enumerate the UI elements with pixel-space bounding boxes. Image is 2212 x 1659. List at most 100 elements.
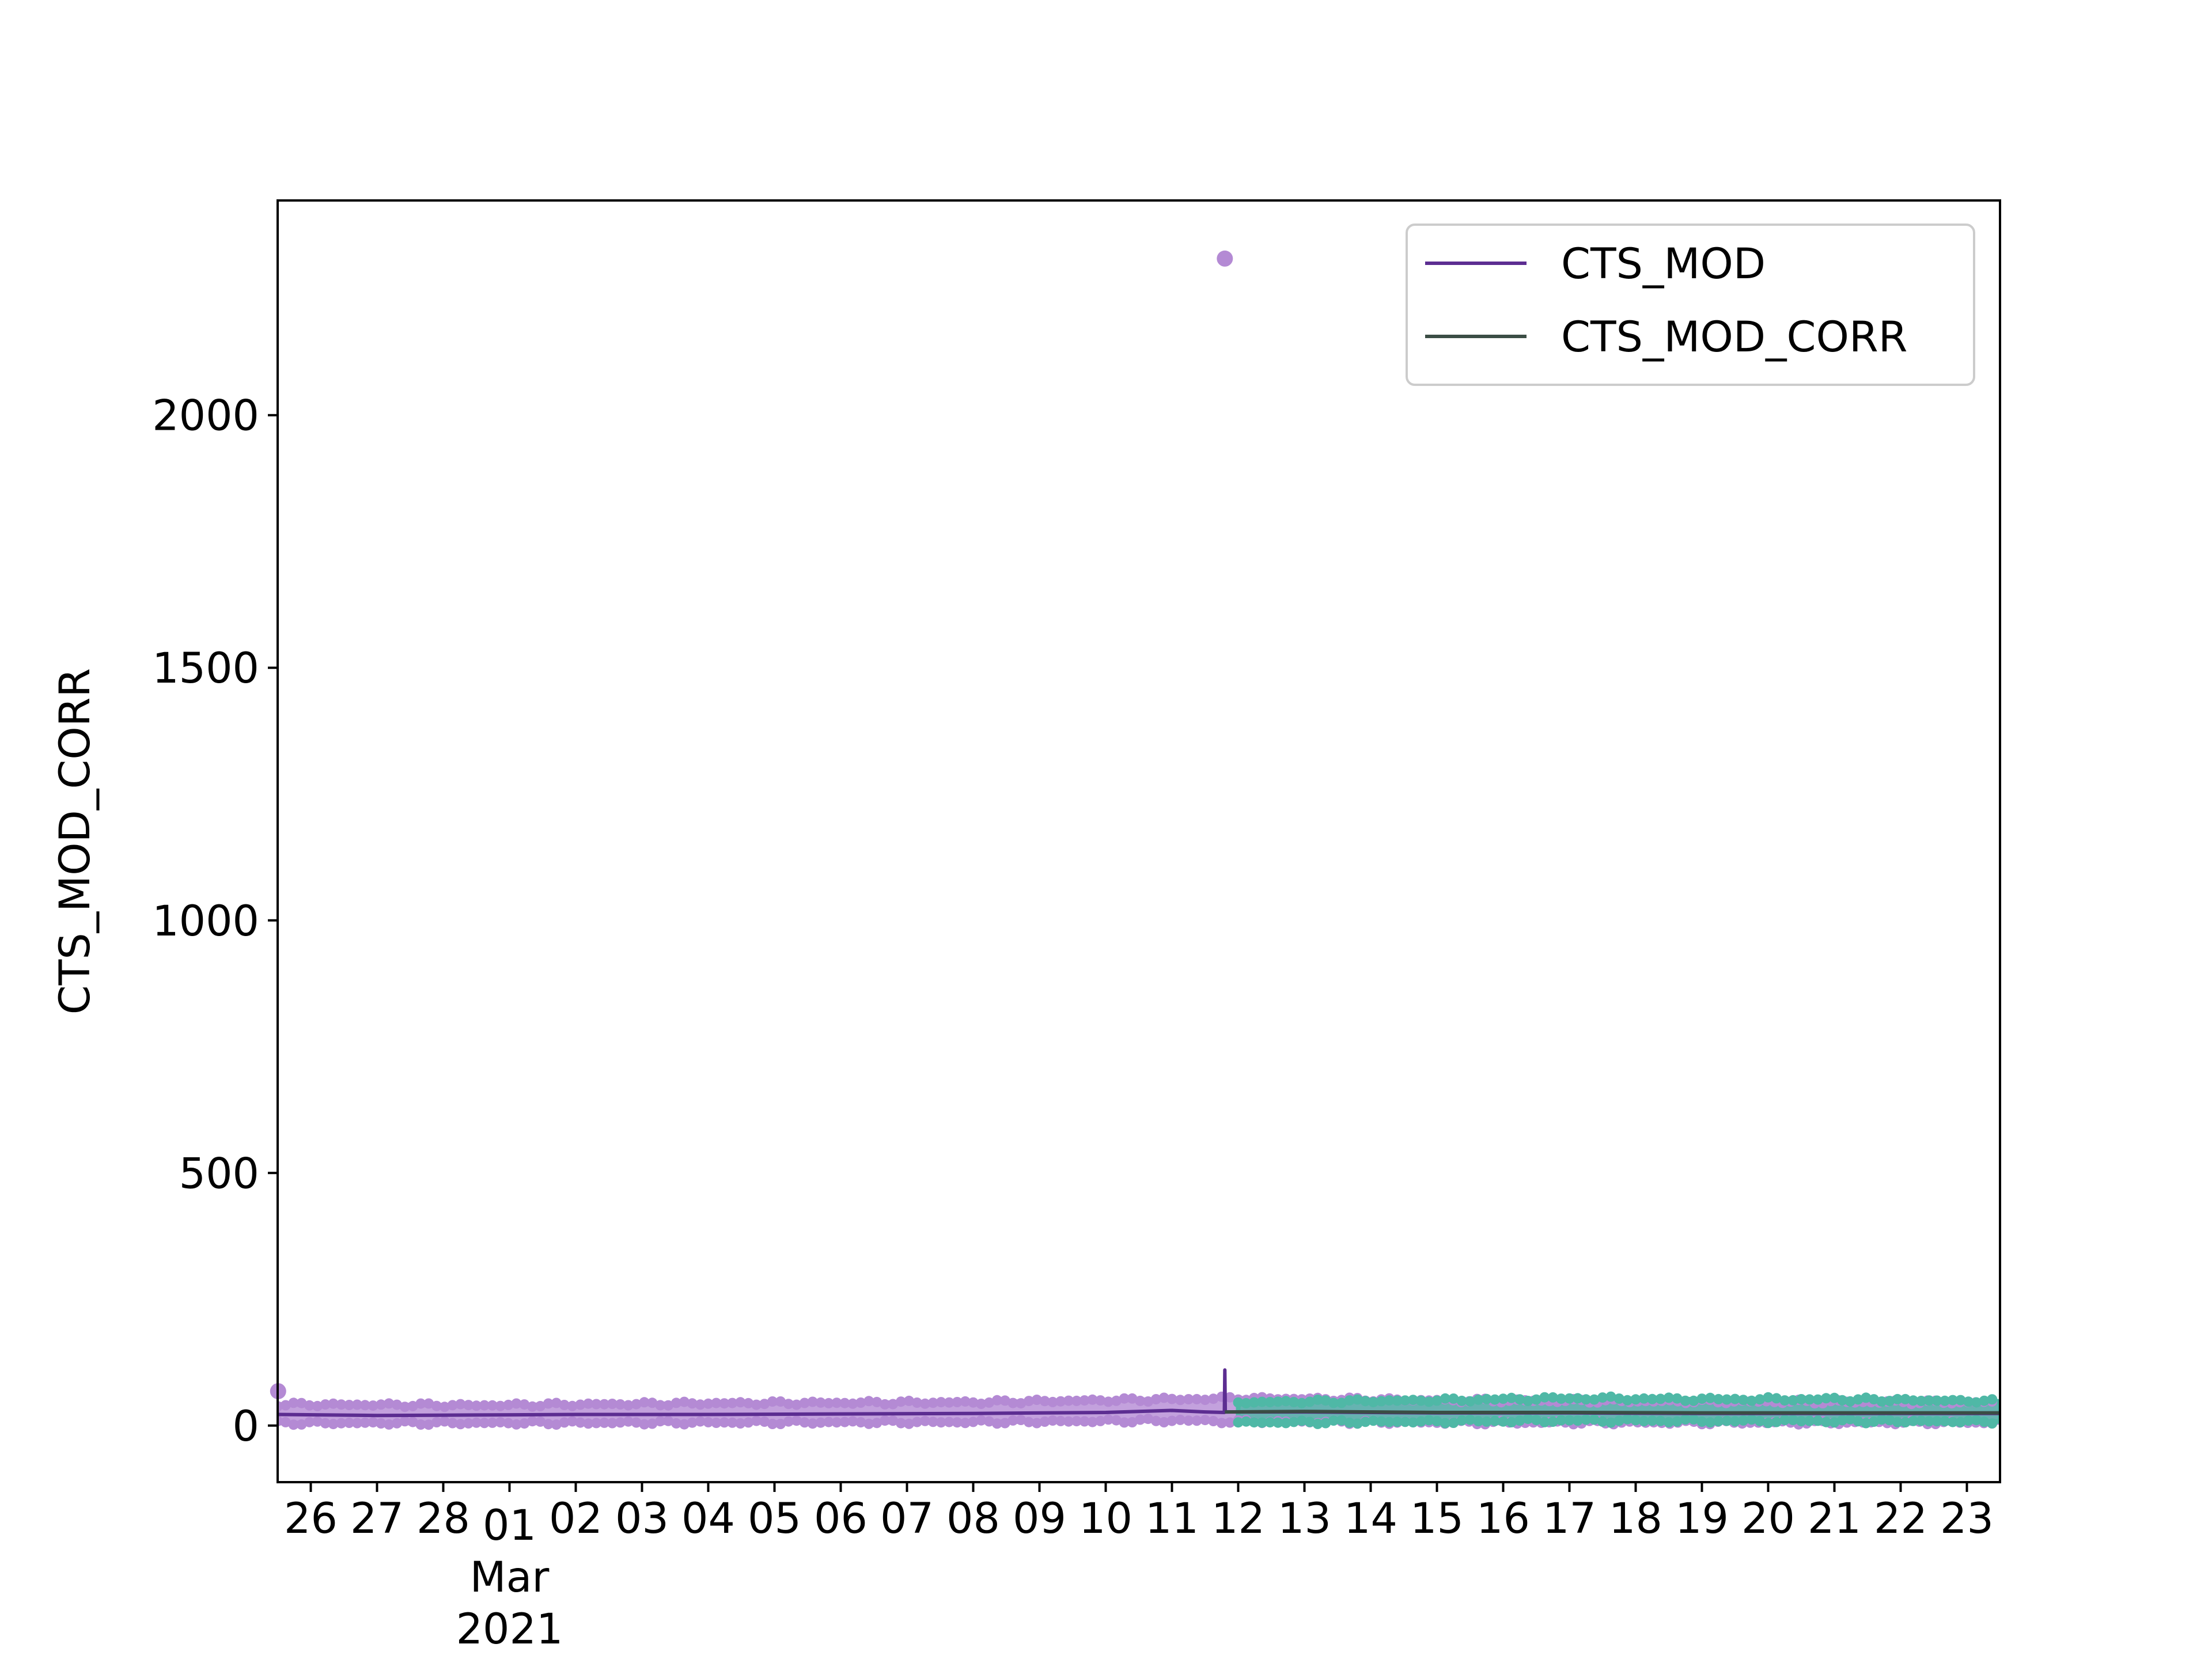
band-dot-bottom	[1630, 1415, 1641, 1426]
x-tick-label: 10	[1079, 1494, 1132, 1543]
band-dot-top	[1705, 1392, 1715, 1403]
band-dot-top	[1264, 1397, 1275, 1407]
band-dot-top	[1272, 1396, 1283, 1407]
x-tick-label: 08	[946, 1494, 1000, 1543]
band-dot-top	[1861, 1392, 1872, 1403]
x-tick-label: 17	[1543, 1494, 1596, 1543]
band-dot-top	[1191, 1393, 1202, 1404]
plot-area	[270, 250, 2000, 1430]
band-dot-bottom	[1564, 1415, 1575, 1426]
x-tick-label: 04	[681, 1494, 735, 1543]
band-dot-bottom	[1908, 1415, 1919, 1426]
band-dot-bottom	[1804, 1415, 1815, 1426]
band-dot-top	[1853, 1394, 1863, 1405]
band-dot-top	[384, 1398, 395, 1409]
band-dot-top	[615, 1399, 626, 1410]
band-dot-bottom	[831, 1417, 842, 1428]
band-dot-bottom	[1923, 1416, 1934, 1427]
band-dot-bottom	[1916, 1415, 1927, 1426]
band-dot-top	[1281, 1396, 1291, 1407]
band-dot-top	[831, 1397, 842, 1408]
band-dot-bottom	[1440, 1418, 1450, 1429]
x-tick-label: 09	[1013, 1494, 1066, 1543]
band-dot-top	[775, 1396, 786, 1407]
band-dot-top	[872, 1396, 882, 1407]
band-dot-top	[1884, 1396, 1895, 1407]
band-dot-top	[567, 1400, 578, 1411]
band-dot-bottom	[1392, 1416, 1403, 1427]
band-dot-bottom	[823, 1416, 834, 1427]
band-dot-bottom	[1431, 1416, 1442, 1427]
band-dot-top	[511, 1398, 522, 1409]
band-dot-bottom	[863, 1418, 874, 1429]
band-dot-top	[1304, 1396, 1315, 1407]
band-dot-bottom	[743, 1417, 754, 1428]
band-dot-top	[352, 1399, 362, 1410]
band-dot-top	[1923, 1395, 1934, 1406]
band-dot-top	[1055, 1396, 1066, 1407]
band-dot-bottom	[960, 1418, 971, 1429]
band-dot-bottom	[543, 1419, 554, 1430]
band-dot-top	[407, 1400, 418, 1411]
legend: CTS_MOD CTS_MOD_CORR	[1406, 224, 1975, 386]
band-dot-bottom	[559, 1417, 570, 1428]
band-dot-top	[1336, 1397, 1347, 1408]
band-dot-top	[1007, 1397, 1018, 1408]
band-dot-top	[1384, 1395, 1395, 1406]
band-dot-bottom	[968, 1416, 979, 1427]
band-dot-bottom	[952, 1417, 963, 1428]
band-dot-top	[1787, 1395, 1798, 1406]
band-dot-bottom	[599, 1417, 610, 1428]
band-dot-bottom	[288, 1419, 299, 1430]
band-dot-bottom	[376, 1418, 387, 1429]
legend-label-cts-mod-corr: CTS_MOD_CORR	[1561, 313, 1907, 362]
band-dot-top	[1900, 1393, 1911, 1404]
band-dot-top	[1119, 1393, 1130, 1404]
band-dot-bottom	[1256, 1417, 1267, 1428]
band-dot-top	[1987, 1394, 1998, 1405]
band-dot-top	[944, 1397, 955, 1408]
band-dot-bottom	[1763, 1418, 1774, 1429]
band-dot-top	[1289, 1397, 1300, 1407]
x-tick-label: 01	[483, 1501, 536, 1550]
band-dot-bottom	[1837, 1415, 1848, 1426]
band-dot-bottom	[1208, 1416, 1219, 1426]
band-dot-top	[575, 1399, 586, 1410]
band-dot-bottom	[1296, 1415, 1307, 1426]
band-dot-bottom	[1281, 1418, 1291, 1429]
band-dot-top	[1688, 1395, 1699, 1406]
band-dot-top	[1208, 1393, 1219, 1404]
band-dot-bottom	[1031, 1418, 1042, 1429]
band-dot-top	[1514, 1394, 1525, 1405]
band-dot-top	[935, 1397, 946, 1408]
band-dot-top	[1256, 1396, 1267, 1407]
band-dot-bottom	[927, 1416, 938, 1427]
band-dot-bottom	[1589, 1414, 1600, 1425]
x-tick-label: 22	[1874, 1494, 1927, 1543]
band-dot-bottom	[1688, 1414, 1699, 1425]
band-dot-bottom	[1320, 1418, 1331, 1429]
band-dot-bottom	[1821, 1416, 1832, 1427]
band-dot-bottom	[1344, 1417, 1355, 1428]
band-dot-top	[999, 1395, 1010, 1406]
band-dot-top	[320, 1399, 331, 1410]
x-tick-label: 13	[1278, 1494, 1331, 1543]
band-dot-top	[1664, 1392, 1674, 1403]
band-dot-bottom	[1127, 1417, 1138, 1427]
band-dot-top	[543, 1398, 554, 1409]
band-dot-bottom	[1963, 1415, 1974, 1426]
band-dot-bottom	[368, 1417, 378, 1428]
x-month-label: Mar	[470, 1553, 550, 1602]
band-dot-bottom	[551, 1419, 562, 1430]
band-dot-bottom	[1233, 1417, 1244, 1428]
band-dot-top	[1931, 1395, 1942, 1406]
band-dot-bottom	[455, 1419, 466, 1430]
band-dot-top	[911, 1397, 922, 1408]
band-dot-top	[288, 1397, 299, 1408]
band-dot-bottom	[336, 1418, 347, 1429]
band-dot-top	[439, 1402, 450, 1412]
band-dot-bottom	[1103, 1414, 1114, 1425]
x-tick-label: 11	[1145, 1494, 1199, 1543]
band-dot-top	[1556, 1393, 1567, 1404]
band-dot-bottom	[1705, 1417, 1715, 1428]
